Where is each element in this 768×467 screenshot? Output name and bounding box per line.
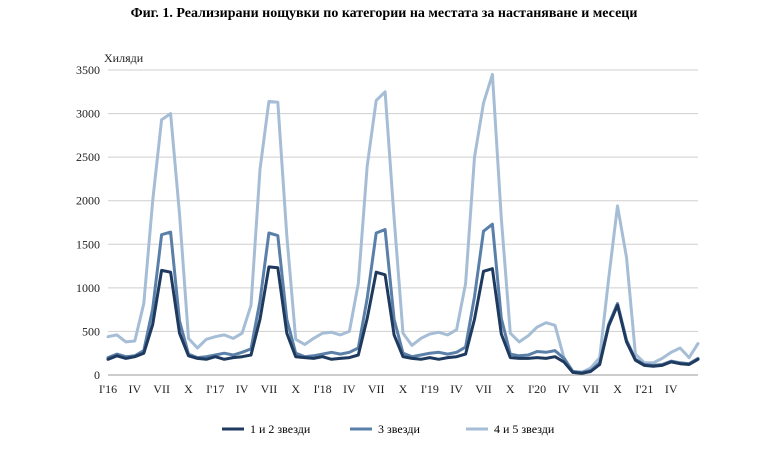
x-tick-label: IV — [128, 382, 141, 396]
x-tick-label: X — [506, 382, 515, 396]
grid-lines — [108, 69, 698, 332]
y-axis-ticks: 0 500 1000 1500 2000 2500 3000 3500 — [76, 63, 100, 382]
x-tick-label: IV — [236, 382, 249, 396]
legend-label: 1 и 2 звезди — [250, 422, 311, 436]
y-tick-label: 2500 — [76, 150, 100, 164]
x-tick-label: X — [291, 382, 300, 396]
x-tick-label: X — [184, 382, 193, 396]
series-line — [106, 265, 700, 375]
y-tick-label: 3500 — [76, 63, 100, 77]
y-tick-label: 2000 — [76, 194, 100, 208]
series-line — [106, 222, 700, 374]
x-tick-label: I'20 — [528, 382, 546, 396]
x-tick-label: VII — [475, 382, 492, 396]
x-tick-label: VII — [153, 382, 170, 396]
x-tick-label: IV — [665, 382, 678, 396]
x-tick-label: X — [613, 382, 622, 396]
y-axis-label: Хиляди — [104, 51, 144, 65]
y-tick-label: 0 — [94, 368, 100, 382]
chart-title: Фиг. 1. Реализирани нощувки по категории… — [130, 6, 638, 21]
legend: 1 и 2 звезди 3 звезди 4 и 5 звезди — [222, 422, 555, 436]
x-axis-ticks: I'16 IV VII X I'17 IV VII X I'18 IV VII X I'19 IV VII X… — [99, 382, 678, 396]
x-tick-label: VII — [261, 382, 278, 396]
x-tick-label: I'19 — [421, 382, 439, 396]
x-tick-label: VII — [368, 382, 385, 396]
x-tick-label: IV — [343, 382, 356, 396]
x-tick-label: I'21 — [635, 382, 653, 396]
x-tick-label: I'17 — [206, 382, 224, 396]
series-lines — [106, 72, 700, 375]
legend-label: 4 и 5 звезди — [494, 422, 555, 436]
y-tick-label: 3000 — [76, 107, 100, 121]
legend-label: 3 звезди — [378, 422, 420, 436]
x-tick-label: IV — [558, 382, 571, 396]
y-tick-label: 1000 — [76, 281, 100, 295]
x-tick-label: IV — [450, 382, 463, 396]
x-tick-label: VII — [582, 382, 599, 396]
y-tick-label: 1500 — [76, 237, 100, 251]
x-tick-label: I'16 — [99, 382, 117, 396]
y-tick-label: 500 — [82, 324, 100, 338]
x-tick-label: X — [399, 382, 408, 396]
x-tick-label: I'18 — [313, 382, 331, 396]
